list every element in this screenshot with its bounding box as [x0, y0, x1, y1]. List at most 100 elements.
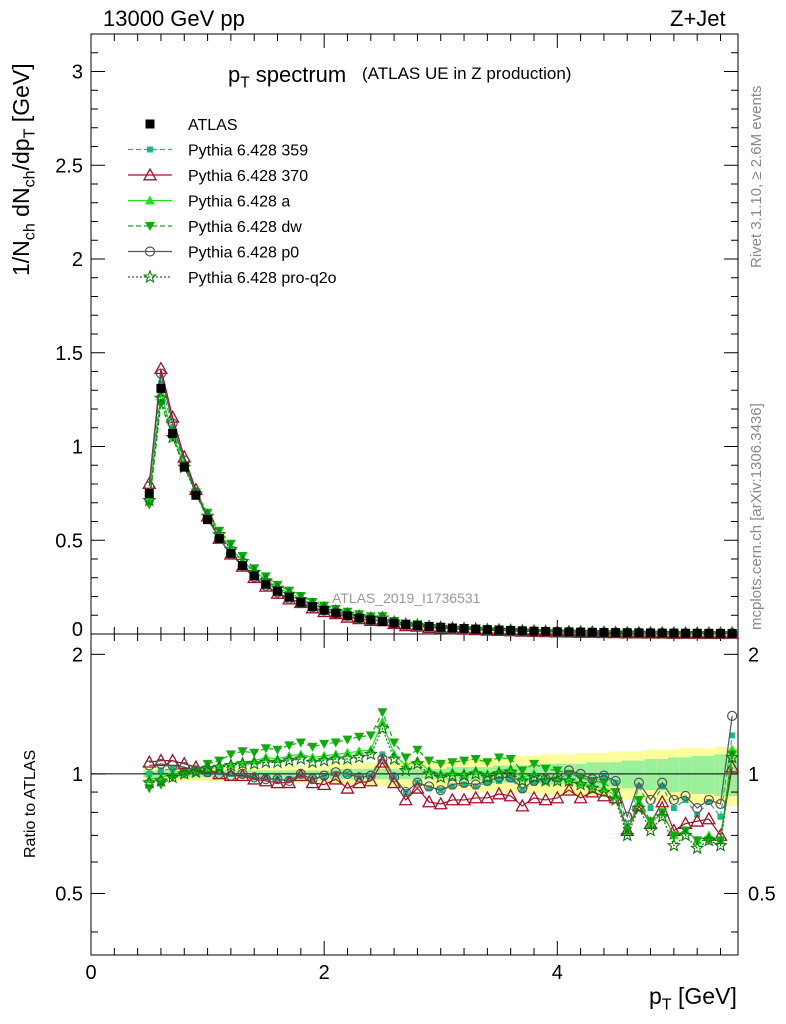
- y-axis-label-ratio: Ratio to ATLAS: [22, 749, 39, 858]
- series-point-ratio: [342, 735, 353, 745]
- series-point-ratio: [729, 732, 736, 739]
- series-point-main: [284, 586, 295, 596]
- uncertainty-band-inner: [621, 760, 634, 789]
- series-point-main: [142, 492, 157, 507]
- atlas-data-point: [599, 627, 609, 637]
- series-point-ratio: [284, 741, 295, 751]
- series-point-ratio: [400, 786, 411, 798]
- x-tick-label: 2: [319, 962, 330, 984]
- series-point-ratio: [421, 794, 437, 808]
- series-point-ratio: [330, 738, 341, 748]
- series-point-ratio: [293, 751, 308, 766]
- series-point-ratio: [165, 769, 180, 784]
- series-point-ratio: [307, 774, 318, 785]
- series-point-ratio: [494, 753, 505, 763]
- series-point-ratio: [472, 783, 479, 790]
- series-point-ratio: [701, 811, 716, 825]
- y-axis-label-main: 1/Nch dNch/dpT [GeV]: [8, 63, 39, 276]
- series-point-ratio: [386, 775, 402, 789]
- series-point-ratio: [200, 761, 215, 775]
- series-point-ratio: [398, 763, 413, 777]
- series-point-ratio: [528, 775, 540, 787]
- series-point-ratio: [351, 750, 367, 764]
- series-point-ratio: [608, 792, 623, 807]
- atlas-data-point: [622, 628, 632, 638]
- series-point-ratio: [328, 751, 343, 766]
- series-point-ratio: [389, 738, 400, 748]
- series-point-ratio: [690, 813, 705, 827]
- series-point-ratio: [680, 826, 691, 836]
- series-point-ratio: [717, 813, 724, 820]
- series-point-ratio: [153, 773, 169, 788]
- legend-marker: [145, 119, 155, 129]
- y-tick-label-main: 1: [72, 437, 83, 459]
- series-point-ratio: [705, 798, 712, 805]
- series-point-ratio: [561, 773, 577, 788]
- atlas-data-point: [634, 628, 644, 638]
- series-point-ratio: [449, 783, 456, 790]
- atlas-data-point: [179, 462, 189, 472]
- atlas-data-point: [447, 623, 457, 633]
- series-point-main: [153, 390, 169, 405]
- atlas-data-point: [307, 602, 317, 612]
- series-point-ratio: [657, 808, 668, 818]
- series-point-ratio: [146, 770, 153, 777]
- y-tick-label-ratio-right: 1: [748, 764, 759, 786]
- atlas-data-point: [587, 627, 597, 637]
- series-point-ratio: [538, 773, 553, 788]
- series-point-ratio: [596, 784, 612, 799]
- legend-marker: [147, 146, 153, 153]
- series-point-ratio: [468, 766, 483, 780]
- atlas-data-point: [541, 626, 551, 636]
- series-point-ratio: [633, 777, 645, 788]
- atlas-data-point: [657, 628, 667, 638]
- series-point-ratio: [725, 750, 740, 764]
- series-point-ratio: [307, 742, 318, 752]
- series-point-ratio: [461, 781, 468, 788]
- series-point-ratio: [610, 775, 621, 787]
- series-point-ratio: [426, 785, 433, 792]
- series-point-ratio: [424, 756, 435, 766]
- series-point-ratio: [352, 775, 367, 789]
- series-point-ratio: [482, 758, 493, 768]
- series-point-ratio: [260, 744, 271, 754]
- series-line-ratio: [149, 727, 733, 849]
- series-point-ratio: [484, 779, 491, 786]
- series-point-ratio: [225, 770, 236, 781]
- legend-label: Pythia 6.428 359: [188, 143, 308, 160]
- series-point-main: [214, 526, 225, 536]
- series-point-ratio: [155, 758, 167, 769]
- atlas-data-point: [646, 628, 656, 638]
- series-point-ratio: [237, 747, 248, 757]
- series-point-ratio: [550, 790, 565, 804]
- legend-marker: [142, 167, 158, 181]
- series-point-ratio: [282, 775, 297, 789]
- series-point-ratio: [286, 776, 293, 783]
- series-point-ratio: [249, 772, 260, 783]
- mcplots-info: mcplots.cern.ch [arXiv:1306.3436]: [748, 403, 765, 630]
- atlas-data-point: [319, 605, 329, 615]
- series-point-ratio: [445, 768, 460, 782]
- series-point-ratio: [169, 765, 176, 772]
- uncertainty-band-inner: [656, 759, 669, 791]
- series-point-ratio: [354, 772, 365, 783]
- series-point-ratio: [655, 794, 670, 808]
- series-point-ratio: [433, 769, 448, 784]
- series-point-ratio: [598, 778, 609, 788]
- series-point-ratio: [561, 782, 577, 796]
- series-point-ratio: [410, 756, 425, 770]
- series-point-ratio: [262, 774, 269, 781]
- uncertainty-band-inner: [703, 755, 715, 794]
- series-point-ratio: [655, 809, 670, 823]
- y-tick-label-ratio-left: 2: [72, 644, 83, 666]
- series-point-ratio: [526, 769, 542, 784]
- series-point-ratio: [573, 777, 588, 791]
- series-point-ratio: [701, 832, 717, 847]
- series-point-ratio: [398, 792, 413, 806]
- series-point-ratio: [496, 777, 503, 784]
- series-point-ratio: [375, 754, 390, 768]
- y-tick-label-main: 0: [72, 619, 83, 641]
- atlas-data-point: [284, 592, 294, 602]
- series-point-ratio: [668, 794, 679, 806]
- series-point-ratio: [519, 787, 526, 794]
